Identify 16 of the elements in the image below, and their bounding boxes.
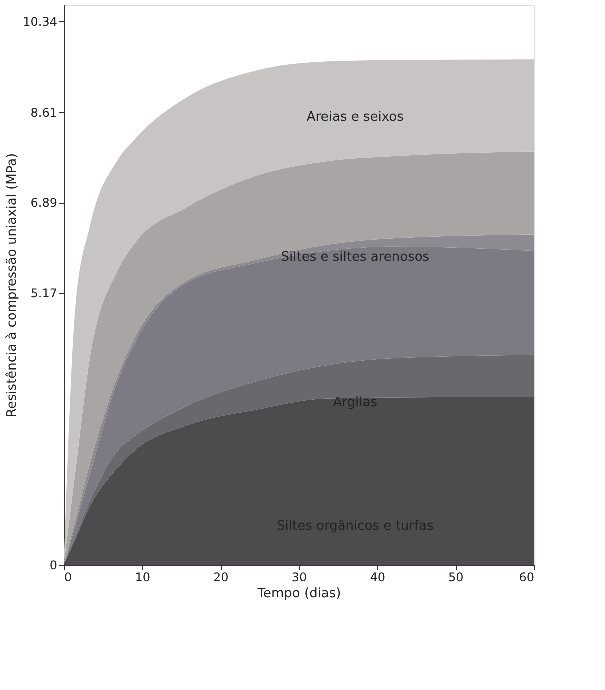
annotation: Areias e seixos [306,110,404,125]
y-tick-label: 0 [50,558,58,572]
y-tick-label: 5.17 [30,286,58,301]
y-tick-label: 10.34 [23,14,58,29]
x-tick-label: 50 [448,570,464,584]
x-tick-label: 0 [64,570,72,584]
x-tick-label: 40 [370,570,386,584]
x-tick-label: 60 [519,570,534,584]
x-tick-label: 10 [135,570,150,584]
y-axis-title: Resistência à compressão uniaxial (MPa) [5,153,20,418]
x-tick-label: 20 [214,570,229,584]
y-tick-label: 8.61 [30,106,58,120]
x-axis-title: Tempo (dias) [256,586,342,602]
y-tick-label: 6.89 [30,196,58,210]
x-tick-label: 30 [292,570,308,584]
annotation: Siltes e siltes arenosos [281,250,430,265]
